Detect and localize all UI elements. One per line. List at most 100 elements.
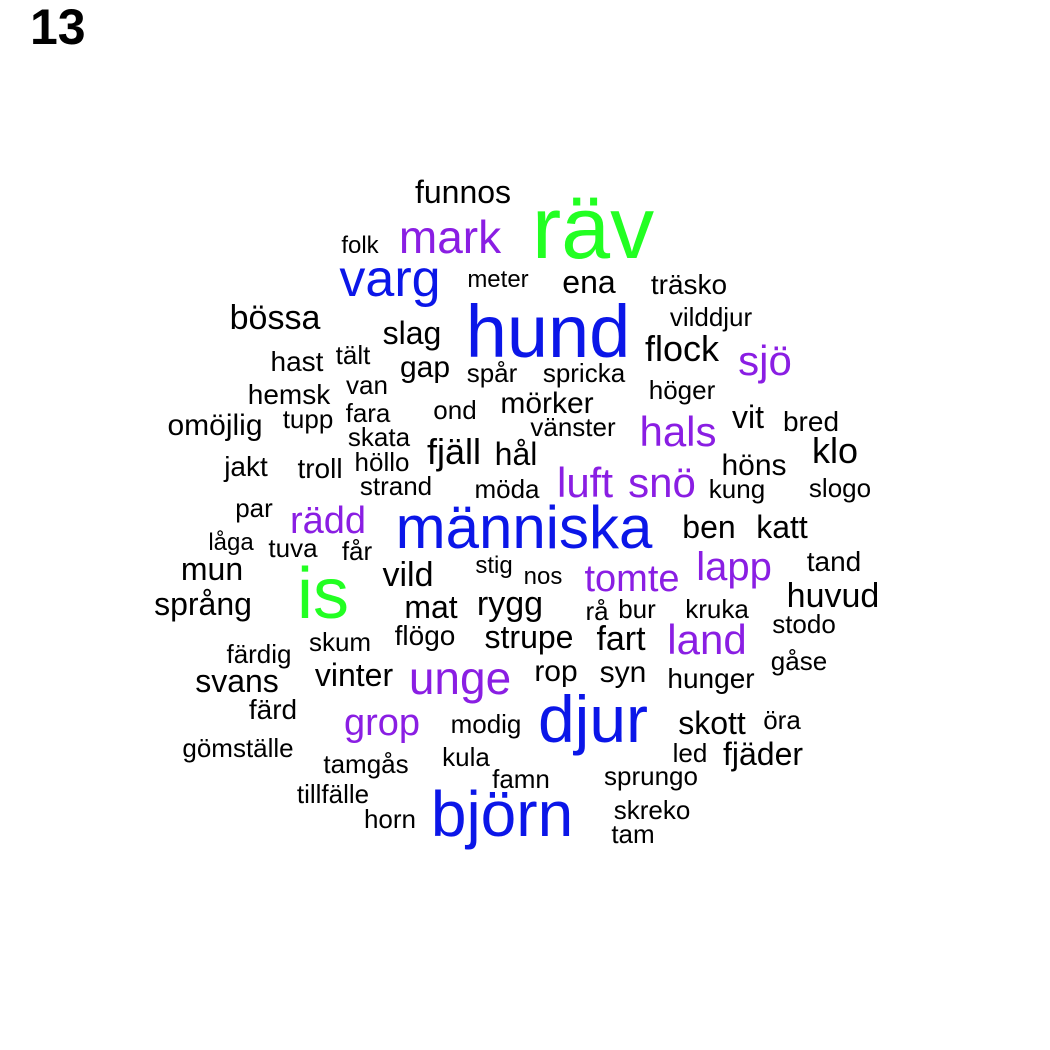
word-46: klo — [812, 430, 858, 471]
word-7: mark — [399, 211, 502, 263]
word-69: rygg — [477, 585, 543, 623]
word-49: höllo — [355, 447, 410, 477]
word-52: möda — [474, 474, 540, 504]
word-13: tomte — [584, 558, 679, 600]
word-89: gömställe — [182, 733, 293, 763]
word-56: ben — [682, 509, 735, 545]
word-5: björn — [431, 778, 573, 850]
word-58: låga — [208, 529, 254, 556]
word-15: land — [667, 616, 746, 663]
word-35: mörker — [500, 387, 593, 420]
word-67: språng — [154, 586, 252, 622]
word-39: ond — [433, 395, 476, 425]
word-47: jakt — [223, 451, 268, 482]
word-86: modig — [451, 709, 522, 739]
word-88: öra — [763, 705, 801, 735]
word-80: svans — [195, 663, 279, 699]
word-43: skata — [348, 422, 411, 452]
word-61: stig — [475, 552, 512, 579]
word-31: spricka — [543, 358, 626, 388]
word-72: kruka — [685, 594, 749, 624]
word-2: hund — [466, 290, 631, 373]
word-96: tillfälle — [297, 779, 369, 809]
word-74: färdig — [226, 639, 291, 669]
word-33: hemsk — [248, 379, 331, 410]
word-51: strand — [360, 471, 432, 501]
word-90: tamgås — [323, 749, 408, 779]
word-98: skreko — [614, 795, 691, 825]
word-94: famn — [492, 764, 550, 794]
word-91: kula — [442, 742, 490, 772]
word-77: strupe — [485, 619, 574, 655]
word-75: skum — [309, 627, 371, 657]
word-54: slogo — [809, 473, 871, 503]
word-83: syn — [600, 656, 647, 689]
word-50: höns — [721, 449, 786, 482]
word-21: ena — [562, 264, 616, 300]
word-68: mat — [404, 589, 457, 625]
word-0: räv — [532, 178, 654, 277]
word-42: bred — [783, 406, 839, 437]
word-18: funnos — [415, 174, 511, 210]
word-44: fjäll — [427, 431, 481, 472]
word-59: tuva — [268, 533, 318, 563]
word-20: meter — [467, 266, 528, 293]
word-76: flögo — [395, 620, 456, 651]
word-14: lapp — [696, 545, 772, 589]
word-65: vild — [382, 556, 433, 594]
word-95: sprungo — [604, 761, 698, 791]
word-22: träsko — [651, 269, 727, 300]
word-79: gåse — [771, 646, 827, 676]
word-87: skott — [678, 705, 746, 741]
word-64: mun — [181, 551, 243, 587]
word-4: djur — [538, 682, 648, 756]
word-78: fart — [596, 620, 646, 658]
word-63: tand — [807, 546, 862, 577]
word-3: människa — [396, 494, 653, 561]
word-57: katt — [756, 509, 808, 545]
word-8: sjö — [738, 337, 792, 384]
word-97: horn — [364, 804, 416, 834]
word-34: van — [346, 370, 388, 400]
word-48: troll — [297, 453, 342, 484]
word-60: får — [342, 536, 373, 566]
word-92: led — [673, 738, 708, 768]
word-12: rädd — [290, 500, 366, 542]
word-40: vänster — [530, 412, 616, 442]
word-19: folk — [341, 232, 379, 259]
word-16: unge — [409, 652, 511, 704]
word-66: huvud — [787, 577, 880, 615]
word-81: vinter — [315, 657, 394, 693]
word-53: kung — [709, 474, 765, 504]
word-11: snö — [628, 459, 696, 506]
page-number: 13 — [30, 0, 86, 55]
word-38: fara — [346, 398, 391, 428]
word-30: spår — [467, 358, 518, 388]
word-82: rop — [534, 655, 577, 688]
word-26: flock — [645, 328, 720, 369]
word-73: stodo — [772, 609, 836, 639]
word-17: grop — [344, 702, 420, 744]
word-71: bur — [618, 594, 656, 624]
word-32: höger — [649, 375, 716, 405]
word-23: bössa — [230, 299, 321, 337]
word-6: varg — [339, 250, 440, 308]
word-9: hals — [639, 408, 716, 455]
word-45: hål — [495, 436, 538, 472]
word-36: omöjlig — [167, 409, 262, 442]
word-99: tam — [611, 819, 654, 849]
word-55: par — [235, 493, 273, 523]
word-70: rå — [585, 596, 609, 626]
word-27: hast — [271, 346, 324, 377]
word-29: gap — [400, 351, 450, 384]
word-62: nos — [524, 563, 563, 590]
word-37: tupp — [283, 404, 334, 434]
word-1: is — [297, 554, 349, 634]
word-25: vilddjur — [670, 302, 753, 332]
word-28: tält — [336, 340, 371, 370]
word-93: fjäder — [723, 736, 803, 772]
word-41: vit — [732, 399, 764, 435]
word-24: slag — [383, 315, 442, 351]
word-85: färd — [249, 694, 297, 725]
